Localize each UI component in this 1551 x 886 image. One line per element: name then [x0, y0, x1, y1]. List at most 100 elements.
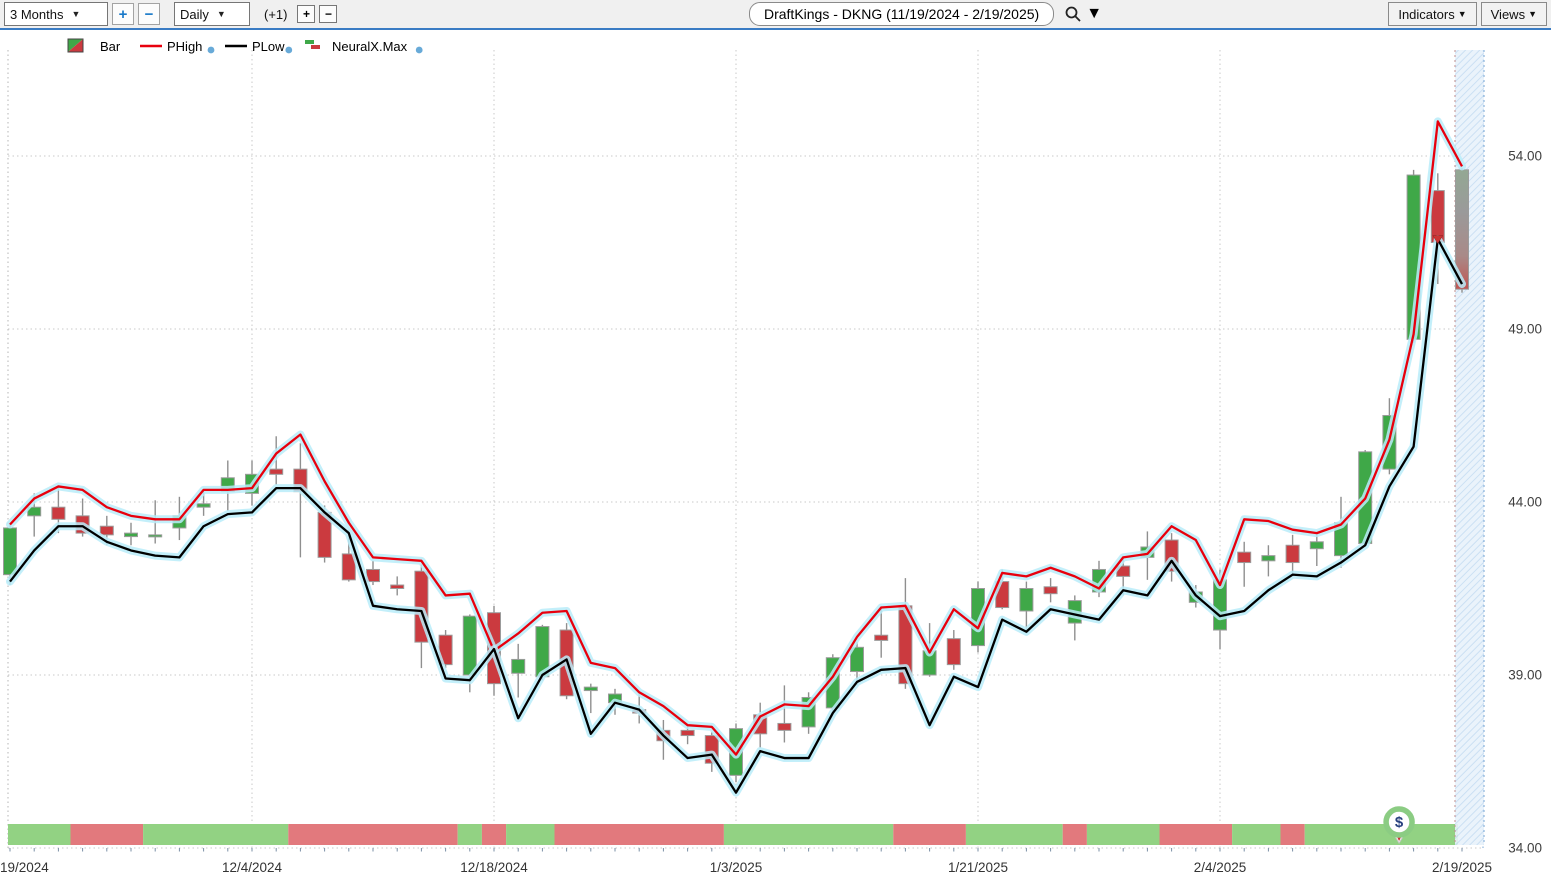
info-dot-icon[interactable]	[285, 46, 293, 54]
candle-body	[27, 506, 42, 517]
marker-circle	[1383, 806, 1415, 838]
period-select[interactable]: Daily ▼	[174, 2, 250, 26]
step-swatch-icon	[311, 45, 320, 49]
candle-body	[680, 729, 695, 737]
chevron-down-icon: ▼	[1528, 9, 1537, 19]
x-axis-label: 2/19/2025	[1432, 860, 1492, 875]
step-swatch-icon	[305, 40, 314, 44]
candle-body	[583, 686, 598, 692]
indicators-button[interactable]: Indicators ▼	[1388, 2, 1477, 26]
info-dot-icon[interactable]	[415, 46, 423, 54]
candle[interactable]	[874, 607, 889, 658]
y-axis-label: 44.00	[1508, 495, 1542, 510]
candle[interactable]	[1285, 534, 1300, 575]
legend-label: PLow	[252, 39, 285, 54]
y-axis: 54.00 49.00 44.00 39.00 34.00	[1508, 149, 1542, 856]
candle[interactable]	[438, 630, 453, 669]
sell-arrow-icon	[1432, 235, 1444, 244]
candle-body	[124, 532, 138, 538]
candle-body	[1309, 541, 1324, 550]
info-dot-icon[interactable]	[207, 46, 215, 54]
strip-segment	[1232, 824, 1281, 845]
x-axis-label: 2/4/2025	[1194, 860, 1247, 875]
candle[interactable]	[1043, 578, 1058, 603]
strip-segment	[723, 824, 894, 845]
offset-plus-button[interactable]: +	[297, 5, 316, 23]
views-button[interactable]: Views ▼	[1480, 2, 1547, 26]
strip-segment	[965, 824, 1063, 845]
chevron-down-icon[interactable]: ▼	[1086, 5, 1103, 22]
candle[interactable]	[946, 630, 961, 670]
range-zoom-in-button[interactable]: +	[112, 3, 134, 25]
chevron-down-icon: ▼	[1457, 9, 1467, 19]
candle[interactable]	[366, 560, 380, 586]
candle[interactable]	[1019, 581, 1034, 634]
strip-segment	[70, 824, 144, 845]
candle-body	[874, 634, 889, 641]
strip-segment	[288, 824, 458, 845]
candle-body	[1430, 190, 1445, 244]
candle[interactable]	[1309, 533, 1324, 567]
candle[interactable]	[511, 643, 526, 698]
y-axis-label: 54.00	[1508, 149, 1542, 164]
range-zoom-out-button[interactable]: −	[138, 3, 160, 25]
y-axis-label: 39.00	[1508, 668, 1542, 683]
candle-body	[148, 534, 163, 538]
candle-body	[1261, 555, 1276, 562]
marker-dollar-label: $	[1395, 814, 1404, 831]
x-axis-label: 1/21/2025	[948, 860, 1008, 875]
legend-label: Bar	[100, 39, 121, 54]
strip-segment	[8, 824, 71, 845]
candle-body	[1019, 588, 1034, 612]
bar-swatch-icon	[68, 39, 83, 52]
candle-body	[511, 658, 526, 674]
candle-body	[341, 553, 356, 581]
x-axis-label: 12/4/2024	[222, 860, 283, 875]
phigh-line	[6, 117, 1466, 759]
legend-label: NeuralX.Max	[332, 39, 408, 54]
plow-path	[9, 237, 1464, 794]
legend-item-neuralx[interactable]: NeuralX.Max	[305, 39, 423, 54]
search-icon[interactable]	[1064, 5, 1082, 23]
symbol-title: DraftKings - DKNG (11/19/2024 - 2/19/202…	[763, 6, 1040, 22]
candle[interactable]	[390, 576, 405, 596]
offset-minus-button[interactable]: −	[319, 5, 338, 23]
candle[interactable]	[1455, 168, 1469, 293]
y-axis-label: 34.00	[1508, 841, 1542, 856]
dollar-marker[interactable]: $	[1383, 806, 1415, 844]
plow-line	[6, 235, 1466, 797]
search-controls: ▼	[1064, 5, 1102, 23]
legend-item-bar[interactable]: Bar	[67, 38, 121, 54]
legend-item-phigh[interactable]: PHigh	[140, 39, 215, 54]
period-select-value: Daily	[180, 6, 209, 22]
legend-item-plow[interactable]: PLow	[225, 39, 293, 54]
candle[interactable]	[293, 443, 308, 558]
candle-body	[777, 722, 792, 731]
top-toolbar: 3 Months ▼ + − Daily ▼ (+1) + − DraftKin…	[0, 0, 1551, 30]
candle-body	[99, 525, 114, 536]
candle[interactable]	[777, 685, 792, 743]
candle[interactable]	[583, 683, 598, 714]
axis-ticks	[9, 848, 1463, 852]
candle[interactable]	[124, 522, 138, 546]
indicators-button-label: Indicators	[1398, 6, 1455, 22]
candle[interactable]	[1237, 541, 1252, 587]
range-select-value: 3 Months	[10, 6, 64, 22]
candle-body	[946, 638, 961, 666]
range-select[interactable]: 3 Months ▼	[4, 2, 108, 26]
x-axis: 19/2024 12/4/2024 12/18/2024 1/3/2025 1/21/2…	[0, 860, 1492, 875]
strip-segment	[893, 824, 966, 845]
strip-segment	[1062, 824, 1087, 845]
candle[interactable]	[971, 581, 985, 653]
x-axis-label: 12/18/2024	[460, 860, 528, 875]
strip-segment	[1280, 824, 1305, 845]
strip-segment	[143, 824, 289, 845]
strip-segment	[481, 824, 507, 845]
symbol-search-box[interactable]: DraftKings - DKNG (11/19/2024 - 2/19/202…	[748, 2, 1055, 26]
chevron-down-icon: ▼	[216, 9, 226, 19]
candle[interactable]	[1261, 545, 1276, 577]
chart-area: $54.00 49.00 44.00 39.00 34.00 19/2024 12/4/20…	[0, 30, 1551, 886]
offset-indicator: (+1)	[264, 6, 288, 22]
candle-body	[1237, 551, 1252, 564]
phigh-path	[9, 120, 1464, 756]
